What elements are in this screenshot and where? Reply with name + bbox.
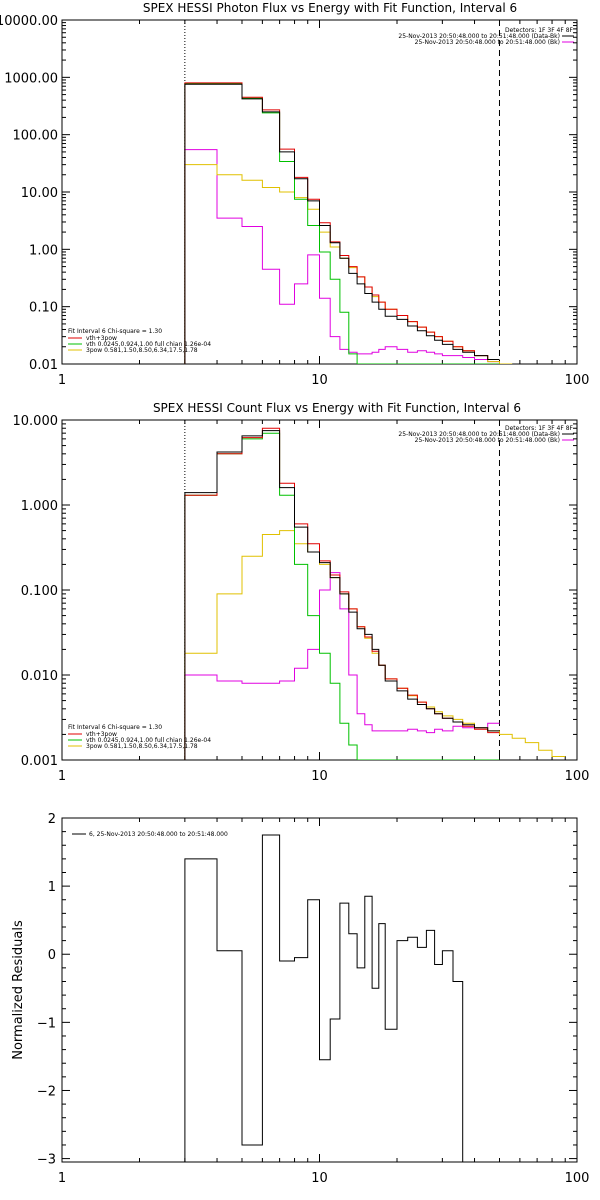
- y-tick-label: 10.00: [21, 186, 58, 201]
- legend-data-bk: 25-Nov-2013 20:50:48.000 to 20:51:48.000…: [398, 431, 560, 438]
- x-tick-label: 10: [311, 769, 328, 784]
- x-tick-label: 100: [565, 373, 590, 388]
- legend-fit-interval: Fit Interval 6 Chi-square = 1.30: [68, 724, 162, 731]
- y-tick-label: 100.00: [13, 129, 59, 144]
- legend-bk: 25-Nov-2013 20:50:48.000 to 20:51:48.000…: [415, 437, 560, 444]
- series-vth: [184, 432, 500, 760]
- y-axis-label: Normalized Residuals: [11, 920, 26, 1060]
- series-vth-3pow: [184, 82, 500, 364]
- y-tick-label: 0.10: [29, 301, 58, 316]
- y-tick-label: 1: [48, 880, 56, 895]
- photon-flux-chart: SPEX HESSI Photon Flux vs Energy with Fi…: [0, 1, 589, 388]
- y-tick-label: 10000.00: [0, 14, 58, 29]
- legend-detectors: Detectors: 1F 3F 4F 8F: [505, 27, 574, 34]
- y-tick-label: −2: [37, 1084, 56, 1099]
- legend-data-bk: 25-Nov-2013 20:50:48.000 to 20:51:48.000…: [398, 33, 560, 40]
- series-data-bk: [184, 430, 500, 760]
- x-tick-label: 1: [58, 1171, 66, 1186]
- count-flux-chart: SPEX HESSI Count Flux vs Energy with Fit…: [13, 401, 590, 784]
- chart-title: SPEX HESSI Count Flux vs Energy with Fit…: [153, 401, 521, 415]
- y-tick-label: 0.100: [21, 584, 58, 599]
- legend-3pow: 3pow 0.581,1.50,8.50,6.34,17.5,1.78: [86, 743, 198, 750]
- y-tick-label: 0.010: [21, 669, 58, 684]
- y-tick-label: 10.000: [13, 414, 59, 429]
- series-vth: [184, 83, 500, 364]
- y-tick-label: 2: [48, 812, 56, 827]
- legend-vth: vth 0.0245,0.924,1.00 full chian 1.26e-0…: [86, 737, 211, 744]
- legend-vth-3pow: vth+3pow: [86, 335, 117, 342]
- legend-vth-3pow: vth+3pow: [86, 731, 117, 738]
- y-tick-label: 0.01: [29, 358, 58, 373]
- series-3pow: [184, 530, 566, 760]
- legend-3pow: 3pow 0.581,1.50,8.50,6.34,17.5,1.78: [86, 347, 198, 354]
- y-tick-label: −1: [37, 1016, 56, 1031]
- legend-bk: 25-Nov-2013 20:50:48.000 to 20:51:48.000…: [415, 39, 560, 46]
- y-tick-label: 1.000: [21, 499, 58, 514]
- x-tick-label: 1: [58, 373, 66, 388]
- series-bk: [184, 572, 500, 760]
- x-tick-label: 1: [58, 769, 66, 784]
- y-tick-label: 1000.00: [4, 71, 58, 86]
- x-tick-label: 100: [565, 769, 590, 784]
- series-bk: [184, 149, 500, 364]
- legend-interval: 6, 25-Nov-2013 20:50:48.000 to 20:51:48.…: [89, 831, 228, 838]
- x-tick-label: 100: [565, 1171, 590, 1186]
- legend-fit-interval: Fit Interval 6 Chi-square = 1.30: [68, 328, 162, 335]
- x-tick-label: 10: [311, 373, 328, 388]
- y-tick-label: 1.00: [29, 243, 58, 258]
- chart-title: SPEX HESSI Photon Flux vs Energy with Fi…: [143, 1, 517, 15]
- legend-vth: vth 0.0245,0.924,1.00 full chian 1.26e-0…: [86, 341, 211, 348]
- residuals-chart: Normalized Residuals 6, 25-Nov-2013 20:5…: [11, 812, 589, 1186]
- series-residuals: [184, 834, 464, 1162]
- y-tick-label: 0: [48, 948, 56, 963]
- y-tick-label: −3: [37, 1153, 56, 1168]
- y-tick-label: 0.001: [21, 754, 58, 769]
- series-data-bk: [184, 83, 500, 364]
- legend-detectors: Detectors: 1F 3F 4F 8F: [505, 425, 574, 432]
- x-tick-label: 10: [311, 1171, 328, 1186]
